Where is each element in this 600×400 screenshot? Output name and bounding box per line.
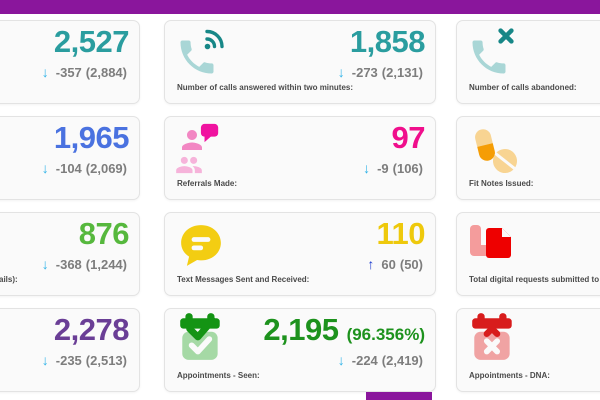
trend-change: 60: [381, 257, 396, 272]
metric-trend: ↓ -224 (2,419): [338, 352, 423, 368]
calendar-x-icon: [467, 311, 525, 367]
trend-previous: (2,884): [85, 65, 127, 80]
card-fit-notes: Fit Notes Issued:: [456, 116, 600, 200]
metric-label: Referrals Made:: [177, 179, 238, 188]
metric-value: 1,965: [53, 120, 130, 155]
trend-previous: (106): [392, 161, 423, 176]
trend-previous: (2,069): [85, 161, 127, 176]
card-metric-row3-left: 876 ↓ -368 (1,244) ails):: [0, 212, 140, 296]
top-purple-bar: [0, 0, 600, 14]
metric-label: Number of calls abandoned:: [469, 83, 577, 92]
trend-previous: (1,244): [85, 257, 127, 272]
metric-label: Appointments - DNA:: [469, 371, 550, 380]
metric-label: Text Messages Sent and Received:: [177, 275, 310, 284]
trend-change: -357: [55, 65, 82, 80]
metric-value: 2,195 (96.356%): [263, 312, 425, 348]
card-digital-requests: Total digital requests submitted to prac…: [456, 212, 600, 296]
metric-label: Total digital requests submitted to prac…: [469, 275, 600, 284]
trend-previous: (2,419): [381, 353, 423, 368]
partial-purple-bar: [366, 392, 432, 400]
card-metric-row2-left: 1,965 ↓ -104 (2,069): [0, 116, 140, 200]
metric-trend: ↓ -9 (106): [363, 160, 423, 176]
referrals-person-chat-icon: [175, 123, 233, 179]
trend-previous: (2,131): [381, 65, 423, 80]
trend-down-icon: ↓: [41, 160, 49, 176]
trend-up-icon: ↑: [367, 256, 375, 272]
metric-label: Fit Notes Issued:: [469, 179, 534, 188]
trend-down-icon: ↓: [337, 64, 345, 80]
card-appointments-seen: 2,195 (96.356%) ↓ -224 (2,419) Appointment…: [164, 308, 436, 392]
metric-trend: ↓ -368 (1,244): [42, 256, 127, 272]
trend-previous: (2,513): [85, 353, 127, 368]
metric-value: 97: [391, 120, 426, 155]
phone-x-icon: [467, 27, 525, 83]
metric-trend: ↓ -235 (2,513): [42, 352, 127, 368]
metric-value: 2,527: [53, 24, 130, 59]
card-calls-abandoned: Number of calls abandoned:: [456, 20, 600, 104]
trend-down-icon: ↓: [41, 256, 49, 272]
trend-previous: (50): [399, 257, 423, 272]
trend-change: -368: [55, 257, 82, 272]
metric-value: 1,858: [349, 24, 426, 59]
digital-request-document-icon: [467, 219, 525, 275]
card-text-messages: 110 ↑ 60 (50) Text Messages Sent and Recei…: [164, 212, 436, 296]
card-appointments-dna: Appointments - DNA:: [456, 308, 600, 392]
phone-wifi-icon: [175, 27, 233, 83]
metric-trend: ↓ -273 (2,131): [338, 64, 423, 80]
trend-change: -235: [55, 353, 82, 368]
pills-icon: [467, 123, 525, 179]
metric-trend: ↑ 60 (50): [367, 256, 423, 272]
metric-number: 2,195: [263, 312, 339, 347]
trend-change: -224: [351, 353, 378, 368]
trend-down-icon: ↓: [337, 352, 345, 368]
card-metric-row1-left: 2,527 ↓ -357 (2,884): [0, 20, 140, 104]
card-calls-answered: 1,858 ↓ -273 (2,131) Number of calls answe…: [164, 20, 436, 104]
card-referrals-made: 97 ↓ -9 (106) Referrals Made:: [164, 116, 436, 200]
trend-change: -104: [55, 161, 82, 176]
metric-label: ails):: [0, 275, 18, 284]
trend-down-icon: ↓: [363, 160, 371, 176]
chat-bubble-icon: [175, 219, 233, 275]
trend-change: -273: [351, 65, 378, 80]
metric-trend: ↓ -357 (2,884): [42, 64, 127, 80]
trend-down-icon: ↓: [41, 64, 49, 80]
metric-label: Appointments - Seen:: [177, 371, 260, 380]
metric-value: 110: [376, 216, 425, 251]
calendar-check-icon: [175, 311, 233, 367]
metric-label: Number of calls answered within two minu…: [177, 83, 354, 92]
card-metric-row4-left: 2,278 ↓ -235 (2,513): [0, 308, 140, 392]
metric-percent: (96.356%): [346, 325, 425, 344]
metric-value: 2,278: [53, 312, 130, 347]
metric-value: 876: [78, 216, 130, 251]
metric-trend: ↓ -104 (2,069): [42, 160, 127, 176]
trend-down-icon: ↓: [41, 352, 49, 368]
trend-change: -9: [377, 161, 389, 176]
